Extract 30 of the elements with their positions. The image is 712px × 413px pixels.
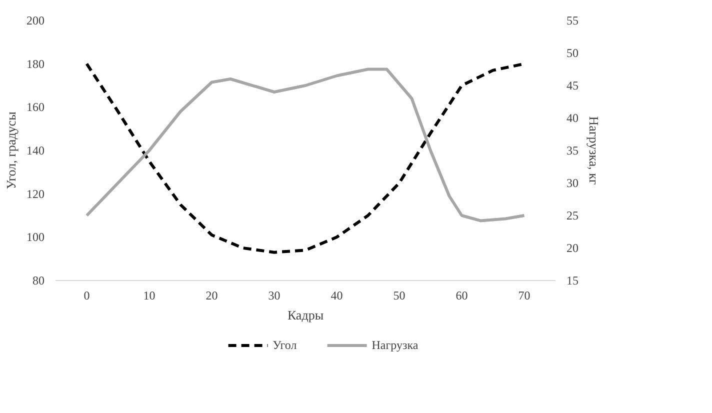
x-tick-label: 10 — [143, 288, 156, 302]
y2-tick-label: 20 — [566, 241, 578, 255]
y2-tick-label: 25 — [566, 208, 578, 222]
x-tick-label: 70 — [518, 288, 530, 302]
y2-axis-title: Нагрузка, кг — [586, 116, 602, 185]
x-tick-label: 60 — [456, 288, 468, 302]
y2-tick-label: 30 — [566, 176, 578, 190]
x-tick-label: 40 — [330, 288, 343, 302]
x-tick-label: 0 — [84, 288, 90, 302]
y2-tick-label: 15 — [566, 274, 578, 288]
y-tick-label: 120 — [26, 186, 44, 201]
y-tick-label: 140 — [26, 144, 44, 158]
y-tick-label: 180 — [26, 56, 44, 71]
y-tick-label: 100 — [26, 230, 44, 244]
x-tick-label: 50 — [393, 288, 406, 302]
legend-label: Нагрузка — [372, 338, 418, 352]
x-tick-label: 20 — [206, 288, 218, 302]
y2-tick-label: 40 — [566, 111, 578, 125]
y-tick-label: 160 — [26, 100, 44, 114]
x-tick-label: 30 — [268, 288, 280, 302]
y2-tick-label: 35 — [566, 144, 578, 158]
y2-tick-label: 55 — [566, 14, 578, 28]
y-tick-label: 80 — [32, 274, 44, 288]
y-tick-label: 200 — [26, 14, 44, 28]
legend-label: Угол — [272, 338, 297, 352]
y2-tick-label: 45 — [566, 78, 578, 92]
line-series — [85, 68, 526, 222]
y-axis-title: Угол, градусы — [4, 111, 18, 190]
x-axis-title: Кадры — [287, 308, 324, 322]
y2-tick-label: 50 — [566, 46, 578, 60]
